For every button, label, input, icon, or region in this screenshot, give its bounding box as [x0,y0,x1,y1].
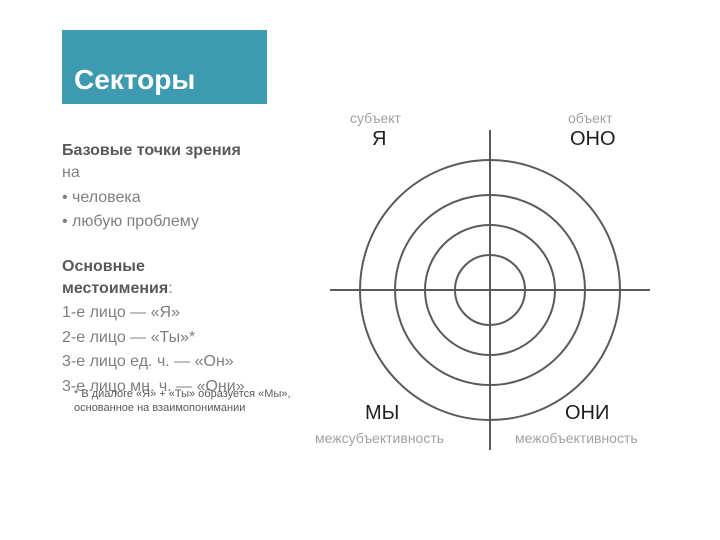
axis-label-interobjective: межобъективность [515,430,638,446]
heading-viewpoints: Базовые точки зрения на [62,140,252,185]
footnote: * В диалоге «Я» + «Ты» образуется «Мы», … [74,388,304,416]
axis-label-intersubjective: межсубъективность [315,430,444,446]
bullet-item: любую проблему [62,211,252,233]
list-item: 1-е лицо — «Я» [62,302,252,324]
slide-title: Секторы [74,65,195,96]
heading-viewpoints-bold: Базовые точки зрения [62,142,241,159]
list-item: 3-е лицо ед. ч. — «Он» [62,351,252,373]
heading-pronouns-bold: Основные местоимения [62,258,168,297]
list-item: 2-е лицо — «Ты»* [62,327,252,349]
title-bar: Секторы [62,30,267,104]
axis-label-subject: субъект [350,110,401,126]
quadrant-label-my: МЫ [365,402,399,425]
quadrant-label-ya: Я [372,128,386,151]
bullet-item: человека [62,187,252,209]
quadrant-label-oni: ОНИ [565,402,609,425]
heading-pronouns: Основные местоимения: [62,256,252,301]
axis-label-object: объект [568,110,613,126]
quadrant-label-ono: ОНО [570,128,616,151]
heading-pronouns-rest: : [168,280,172,297]
left-column: Базовые точки зрения на человека любую п… [62,140,252,398]
heading-viewpoints-rest: на [62,164,80,181]
quadrant-diagram: Я ОНО МЫ ОНИ субъект объект межсубъективность м… [300,80,680,480]
